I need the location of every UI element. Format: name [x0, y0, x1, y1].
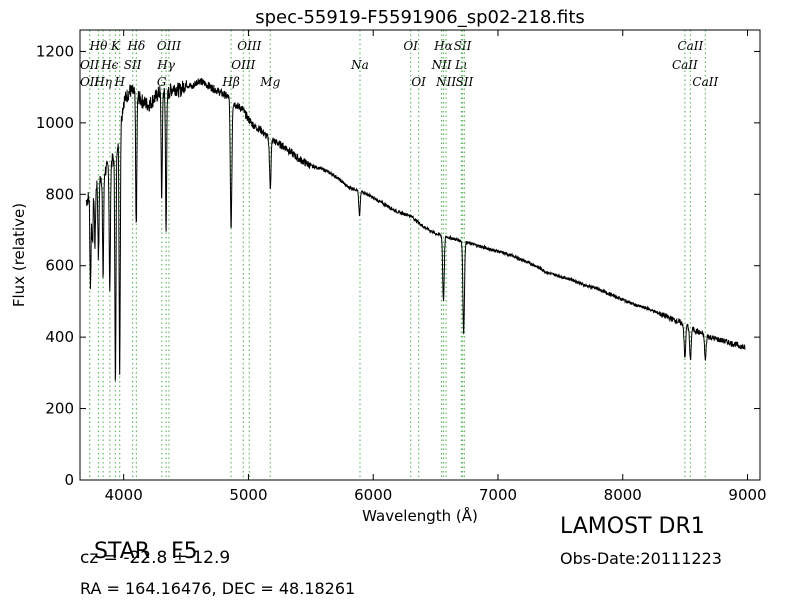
- spectrum-line: [85, 77, 746, 381]
- x-tick-label-4000: 4000: [105, 486, 143, 504]
- line-markers: OII OII Hθ Hη K Hϵ SII H Hδ OIII Hγ G OIII OIII Hβ Mg Na…: [80, 30, 719, 480]
- x-tick-label-7000: 7000: [479, 486, 517, 504]
- line-marker-label-8: Hδ: [127, 39, 146, 53]
- line-marker-label-5: Hϵ: [100, 58, 118, 72]
- line-marker-label-9: OIII: [157, 39, 181, 53]
- line-marker-label-27: CaII: [692, 75, 718, 89]
- plot-frame: [79, 29, 761, 481]
- y-tick-label-600: 600: [45, 257, 74, 275]
- line-marker-label-11: G: [157, 75, 167, 89]
- object-subclass: F5: [171, 539, 198, 564]
- line-marker-label-15: Mg: [259, 75, 280, 89]
- y-tick-label-400: 400: [45, 328, 74, 346]
- line-marker-label-12: OIII: [237, 39, 261, 53]
- y-tick-label-800: 800: [45, 185, 74, 203]
- line-marker-label-7: H: [113, 75, 125, 89]
- line-marker-label-13: OIII: [231, 58, 255, 72]
- y-tick-label-1000: 1000: [36, 114, 74, 132]
- line-marker-label-18: OI: [411, 75, 426, 89]
- line-marker-label-4: K: [110, 39, 121, 53]
- chart-title: spec-55919-F5591906_sp02-218.fits: [255, 7, 585, 28]
- plot-axes: 4000 5000 6000 7000 8000 9000 0 200 400 600 800 100…: [36, 29, 767, 504]
- x-tick-label-5000: 5000: [229, 486, 267, 504]
- line-marker-label-10: Hγ: [156, 58, 175, 72]
- line-marker-label-1: OII: [80, 75, 100, 89]
- line-marker-label-19: Hα: [433, 39, 453, 53]
- y-tick-label-0: 0: [64, 471, 74, 489]
- line-marker-label-17: OI: [403, 39, 418, 53]
- y-axis-label: Flux (relative): [10, 203, 28, 307]
- line-marker-label-3: Hη: [93, 75, 112, 89]
- line-marker-label-20: SII: [454, 39, 472, 53]
- line-marker-label-21: NII: [431, 58, 452, 72]
- survey-name: LAMOST DR1: [560, 514, 705, 539]
- spectrum-series: [85, 77, 746, 381]
- object-class-label: STAR: [94, 539, 151, 564]
- line-marker-label-0: OII: [80, 58, 100, 72]
- line-marker-label-14: Hβ: [221, 75, 239, 89]
- x-axis-label: Wavelength (Å): [362, 506, 478, 525]
- x-tick-label-6000: 6000: [354, 486, 392, 504]
- x-tick-label-8000: 8000: [604, 486, 642, 504]
- observation-date: Obs-Date:20111223: [560, 549, 722, 568]
- y-tick-label-1200: 1200: [36, 42, 74, 60]
- line-marker-label-16: Na: [350, 58, 369, 72]
- line-marker-label-23: NII: [435, 75, 456, 89]
- y-tick-label-200: 200: [45, 400, 74, 418]
- object-class: STAR F5: [80, 514, 198, 564]
- coordinates-text: RA = 164.16476, DEC = 48.18261: [80, 579, 356, 598]
- line-marker-label-26: CaII: [672, 58, 698, 72]
- line-marker-label-2: Hθ: [89, 39, 108, 53]
- line-marker-label-25: CaII: [677, 39, 703, 53]
- line-marker-label-22: Lι: [454, 58, 468, 72]
- redshift-text: cz = -22.8 ± 12.9: [80, 548, 231, 568]
- line-marker-label-6: SII: [124, 58, 142, 72]
- x-tick-label-9000: 9000: [728, 486, 766, 504]
- line-marker-label-24: SII: [456, 75, 474, 89]
